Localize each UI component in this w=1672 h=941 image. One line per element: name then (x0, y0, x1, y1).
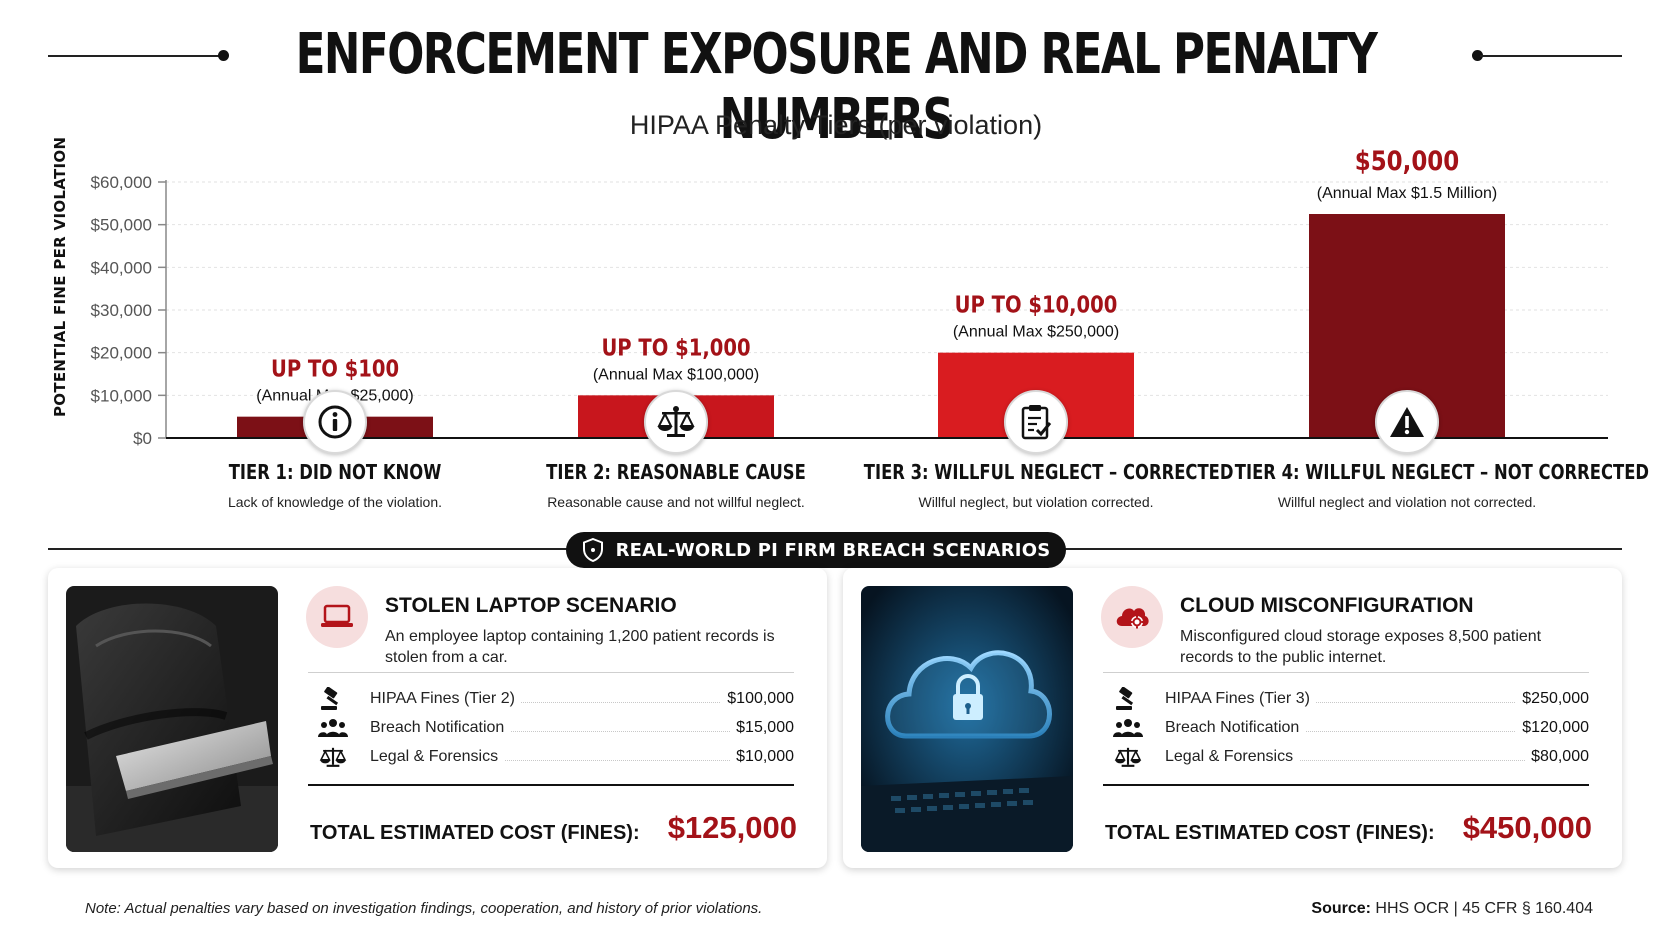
cost-value: $15,000 (730, 719, 794, 737)
tier-1-description: Lack of knowledge of the violation. (227, 494, 443, 510)
cost-row-fines: HIPAA Fines (Tier 2) $100,000 (308, 684, 794, 714)
title-dot-left (218, 50, 229, 61)
bar-annual-max-label: (Annual Max $1.5 Million) (1317, 185, 1498, 202)
cost-label: Legal & Forensics (370, 748, 505, 766)
total-divider (308, 784, 794, 786)
card-divider (1103, 672, 1589, 673)
cost-row-fines: HIPAA Fines (Tier 3) $250,000 (1103, 684, 1589, 714)
y-tick-label: $10,000 (91, 386, 152, 405)
tier-2-description: Reasonable cause and not willful neglect… (547, 494, 805, 510)
y-tick-label: $60,000 (91, 173, 152, 192)
scenario-card-cloud-misconfiguration: CLOUD MISCONFIGURATION Misconfigured clo… (843, 568, 1622, 868)
tier-3-description: Willful neglect, but violation corrected… (918, 494, 1154, 510)
info-icon (303, 390, 367, 454)
bar-annual-max-label: (Annual Max $100,000) (593, 366, 759, 383)
cost-label: Legal & Forensics (1165, 748, 1300, 766)
leader-dots (1165, 702, 1589, 703)
leader-dots (370, 702, 794, 703)
laptop-icon (306, 586, 368, 648)
cost-label: Breach Notification (1165, 719, 1306, 737)
source-citation: Source: HHS OCR | 45 CFR § 160.404 (1311, 900, 1593, 918)
bar-value-label: UP TO $1,000 (601, 335, 750, 362)
gavel-icon (1111, 686, 1145, 712)
cost-row-legal: Legal & Forensics $80,000 (1103, 742, 1589, 772)
tier-2-name: TIER 2: REASONABLE CAUSE (546, 460, 806, 484)
people-icon (1111, 715, 1145, 741)
bar-value-label: UP TO $10,000 (955, 292, 1118, 319)
total-divider (1103, 784, 1589, 786)
scales-icon (644, 390, 708, 454)
source-text: HHS OCR | 45 CFR § 160.404 (1375, 900, 1593, 917)
bar-value-label: $50,000 (1355, 145, 1460, 176)
cloud-lock-photo (861, 586, 1073, 852)
gavel-icon (316, 686, 350, 712)
tier-4-name: TIER 4: WILLFUL NEGLECT – NOT CORRECTED (1234, 460, 1650, 484)
cost-value: $80,000 (1525, 748, 1589, 766)
clipboard-check-icon (1004, 390, 1068, 454)
cost-row-notification: Breach Notification $15,000 (308, 713, 794, 743)
section-rule-left (48, 548, 568, 550)
footnote: Note: Actual penalties vary based on inv… (85, 900, 763, 917)
scenario-description: Misconfigured cloud storage exposes 8,50… (1180, 628, 1542, 666)
scales-icon (316, 744, 350, 770)
tier-4-description: Willful neglect and violation not correc… (1277, 494, 1537, 510)
chart-title: HIPAA Penalty Tiers (per violation) (629, 110, 1043, 140)
cost-label: HIPAA Fines (Tier 3) (1165, 690, 1316, 708)
scenario-title: STOLEN LAPTOP SCENARIO (385, 594, 677, 617)
title-dot-right (1472, 50, 1483, 61)
cloud-gear-icon (1101, 586, 1163, 648)
warning-icon (1375, 390, 1439, 454)
tier-3-name: TIER 3: WILLFUL NEGLECT – CORRECTED (863, 460, 1234, 484)
section-header-label: REAL-WORLD PI FIRM BREACH SCENARIOS (615, 539, 1051, 561)
cost-value: $250,000 (1516, 690, 1589, 708)
cost-label: HIPAA Fines (Tier 2) (370, 690, 521, 708)
shield-icon (582, 538, 603, 562)
title-rule-left (48, 55, 220, 57)
y-tick-label: $40,000 (91, 258, 152, 277)
scenario-card-stolen-laptop: STOLEN LAPTOP SCENARIO An employee lapto… (48, 568, 827, 868)
section-rule-right (1064, 548, 1622, 550)
leader-dots (370, 760, 794, 761)
cost-row-legal: Legal & Forensics $10,000 (308, 742, 794, 772)
cost-value: $10,000 (730, 748, 794, 766)
cost-row-notification: Breach Notification $120,000 (1103, 713, 1589, 743)
bar-annual-max-label: (Annual Max $250,000) (953, 324, 1119, 341)
tier-1-name: TIER 1: DID NOT KNOW (228, 460, 442, 484)
scenario-description: An employee laptop containing 1,200 pati… (385, 628, 775, 666)
scenario-title: CLOUD MISCONFIGURATION (1180, 594, 1474, 617)
card-divider (308, 672, 794, 673)
total-value: $450,000 (1462, 810, 1592, 845)
y-tick-label: $20,000 (91, 344, 152, 363)
scales-icon (1111, 744, 1145, 770)
total-label: TOTAL ESTIMATED COST (FINES): (1105, 822, 1435, 844)
cost-value: $100,000 (721, 690, 794, 708)
y-tick-label: $30,000 (91, 301, 152, 320)
leader-dots (370, 731, 794, 732)
y-tick-label: $0 (133, 429, 152, 448)
total-label: TOTAL ESTIMATED COST (FINES): (310, 822, 640, 844)
cost-label: Breach Notification (370, 719, 511, 737)
cost-value: $120,000 (1516, 719, 1589, 737)
section-header-pill: REAL-WORLD PI FIRM BREACH SCENARIOS (566, 532, 1066, 568)
total-value: $125,000 (667, 810, 797, 845)
title-rule-right (1480, 55, 1622, 57)
y-tick-label: $50,000 (91, 216, 152, 235)
leader-dots (1165, 760, 1589, 761)
bar-value-label: UP TO $100 (271, 356, 399, 383)
leader-dots (1165, 731, 1589, 732)
laptop-in-bag-photo (66, 586, 278, 852)
source-label: Source: (1311, 900, 1371, 917)
people-icon (316, 715, 350, 741)
page-title: ENFORCEMENT EXPOSURE AND REAL PENALTY NU… (295, 22, 1378, 152)
